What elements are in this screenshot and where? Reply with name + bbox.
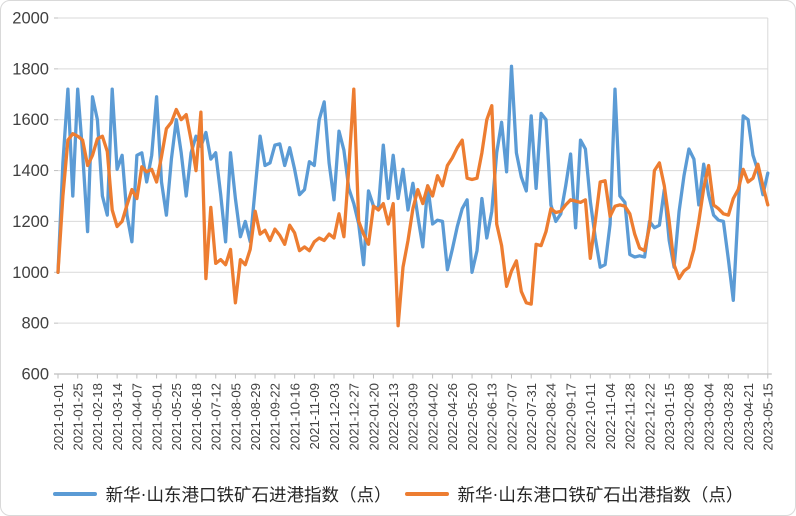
legend-item-outbound-index[interactable]: 新华·山东港口铁矿石出港指数（点） (404, 482, 744, 507)
x-axis-label: 2022-08-24 (544, 383, 559, 450)
x-axis-label: 2023-03-28 (721, 383, 736, 450)
x-axis-label: 2021-02-18 (90, 383, 105, 450)
x-axis-label: 2022-11-28 (623, 383, 638, 449)
x-axis-label: 2021-09-22 (268, 383, 283, 450)
y-axis-label: 800 (21, 315, 49, 333)
x-axis-label: 2022-06-13 (485, 383, 500, 450)
x-axis-label: 2022-03-09 (406, 383, 421, 450)
x-axis-label: 2022-10-11 (583, 383, 598, 449)
x-axis-label: 2023-03-04 (701, 383, 716, 450)
x-axis-label: 2023-01-15 (662, 383, 677, 450)
x-axis-label: 2021-12-27 (347, 383, 362, 450)
x-axis-label: 2023-02-08 (682, 383, 697, 450)
legend-label-inbound-index: 新华·山东港口铁矿石进港指数（点） (105, 484, 392, 505)
plot-area: 600 800 1000 1200 1400 1600 1800 2000 2021-01-01… (12, 10, 776, 451)
legend-line-swatch-orange (404, 491, 449, 497)
x-axis-label: 2021-07-12 (209, 383, 224, 450)
x-axis-label: 2022-04-02 (425, 383, 440, 450)
legend-line-swatch-blue (52, 491, 97, 497)
x-axis-label: 2021-06-18 (189, 383, 204, 450)
legend-label-outbound-index: 新华·山东港口铁矿石出港指数（点） (457, 484, 744, 505)
x-axis-label: 2021-04-07 (130, 383, 145, 450)
x-axis-label: 2021-01-01 (51, 383, 66, 450)
legend: 新华·山东港口铁矿石进港指数（点） 新华·山东港口铁矿石出港指数（点） (1, 479, 795, 509)
y-axis-label: 2000 (12, 10, 49, 28)
y-axis-label: 1600 (12, 111, 49, 129)
x-axis-label: 2021-01-25 (71, 383, 86, 450)
x-axis-label: 2021-03-14 (110, 383, 125, 450)
y-axis-label: 1000 (12, 264, 49, 282)
y-axis-label: 1200 (12, 213, 49, 231)
legend-item-inbound-index[interactable]: 新华·山东港口铁矿石进港指数（点） (52, 482, 392, 507)
series-line-outbound[interactable] (56, 87, 770, 328)
x-axis-label: 2022-04-26 (445, 383, 460, 450)
x-axis-label: 2022-01-20 (366, 383, 381, 450)
x-axis-label: 2021-12-03 (327, 383, 342, 450)
x-axis-label: 2023-05-15 (761, 383, 776, 450)
y-axis-label: 1400 (12, 162, 49, 180)
x-axis-label: 2023-04-21 (741, 383, 756, 450)
x-axis-label: 2022-11-04 (603, 383, 618, 449)
x-axis-label: 2022-07-07 (504, 383, 519, 450)
x-axis-label: 2022-12-22 (642, 383, 657, 450)
x-axis-label: 2021-11-09 (307, 383, 322, 449)
y-axis-label: 1800 (12, 60, 49, 78)
x-axis-label: 2021-10-16 (287, 383, 302, 450)
x-axis-label: 2022-05-20 (465, 383, 480, 450)
x-axis-label: 2021-08-29 (248, 383, 263, 450)
x-axis-label: 2022-07-31 (524, 383, 539, 450)
x-axis-label: 2021-08-05 (228, 383, 243, 450)
series-line-inbound[interactable] (56, 64, 770, 302)
x-axis-label: 2022-02-13 (386, 383, 401, 450)
x-axis-label: 2021-05-25 (169, 383, 184, 450)
x-axis-label: 2021-05-01 (149, 383, 164, 450)
y-axis-label: 600 (21, 366, 49, 384)
x-axis-label: 2022-09-17 (563, 383, 578, 450)
